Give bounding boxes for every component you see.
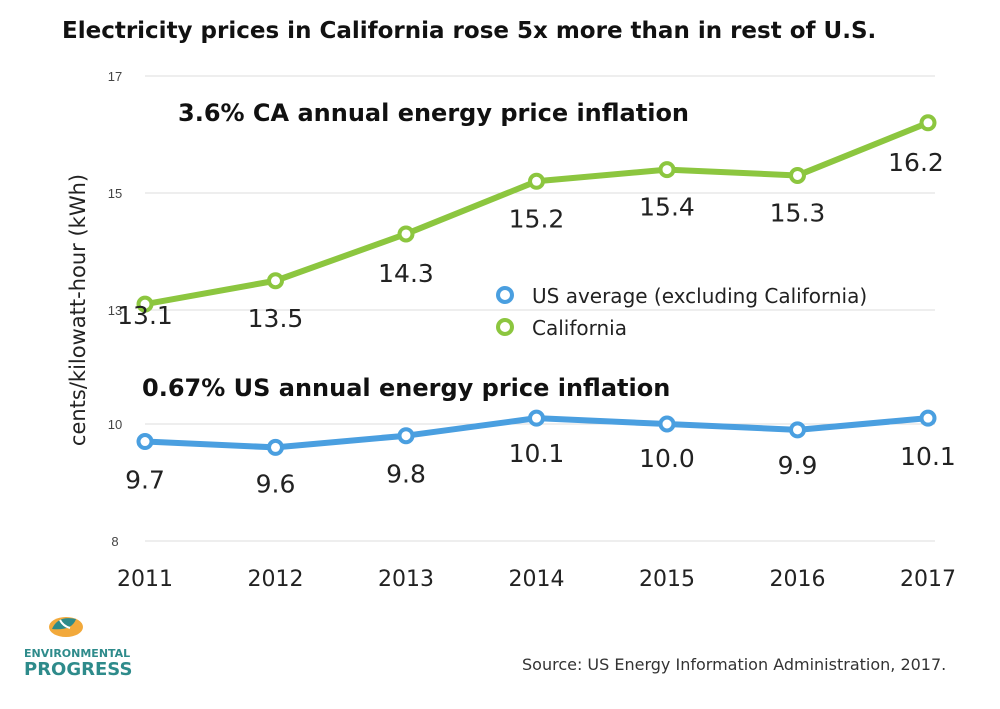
legend-label-us: US average (excluding California): [532, 284, 867, 308]
data-point-us-average-excluding-california: [267, 438, 284, 456]
data-point-california: [528, 172, 545, 190]
data-label-us-average-excluding-california: 9.7: [125, 466, 165, 495]
data-point-california: [919, 114, 937, 132]
data-label-california: 16.2: [888, 148, 944, 177]
data-label-us-average-excluding-california: 9.9: [778, 451, 818, 480]
y-tick-label: 13: [108, 303, 122, 318]
x-tick-label: 2015: [639, 567, 695, 592]
logo-line-1: ENVIRONMENTAL: [24, 647, 130, 660]
data-point-california: [397, 225, 415, 243]
y-tick-label: 10: [108, 417, 122, 432]
data-label-california: 15.3: [770, 198, 826, 227]
y-axis-label: cents/kilowatt-hour (kWh): [66, 174, 90, 446]
x-axis-ticks: 2011 2012 2013 2014 2015 2016 2017: [117, 567, 956, 592]
source-note: Source: US Energy Information Administra…: [522, 655, 946, 674]
x-tick-label: 2016: [770, 567, 826, 592]
x-tick-label: 2017: [900, 567, 956, 592]
data-point-us-average-excluding-california: [528, 409, 545, 427]
ep-leaf-logo-icon: [49, 617, 83, 637]
data-point-us-average-excluding-california: [789, 421, 806, 439]
legend-marker-california: [496, 318, 514, 336]
data-label-us-average-excluding-california: 10.1: [509, 439, 565, 468]
legend-label-california: California: [532, 316, 627, 340]
data-label-california: 14.3: [378, 259, 434, 288]
y-tick-label: 17: [108, 69, 122, 84]
data-point-california: [267, 272, 284, 290]
x-tick-label: 2012: [248, 567, 304, 592]
y-tick-label: 8: [111, 534, 118, 549]
legend-marker-us: [496, 286, 514, 304]
california-annotation: 3.6% CA annual energy price inflation: [178, 99, 689, 127]
legend: US average (excluding California) Califo…: [496, 284, 867, 340]
data-point-us-average-excluding-california: [136, 433, 154, 451]
us-annotation: 0.67% US annual energy price inflation: [142, 374, 670, 402]
logo-line-2: PROGRESS: [24, 659, 132, 680]
data-label-california: 15.4: [639, 193, 695, 222]
data-point-california: [658, 161, 676, 179]
data-label-us-average-excluding-california: 10.1: [900, 442, 956, 471]
series-layer: 13.1 13.5 14.3 15.2 15.4 15.3 16.2 9.7 9.6 9.8 10.…: [117, 114, 956, 498]
x-tick-label: 2013: [378, 567, 434, 592]
x-tick-label: 2011: [117, 567, 173, 592]
data-point-california: [789, 166, 806, 184]
data-label-california: 15.2: [509, 204, 565, 233]
data-point-us-average-excluding-california: [397, 427, 415, 445]
data-label-california: 13.5: [248, 304, 304, 333]
data-point-us-average-excluding-california: [919, 409, 937, 427]
data-label-us-average-excluding-california: 9.8: [386, 460, 426, 489]
data-label-us-average-excluding-california: 9.6: [256, 469, 296, 498]
x-tick-label: 2014: [509, 567, 565, 592]
y-axis-ticks: 17 15 13 10 8: [108, 69, 122, 549]
data-label-us-average-excluding-california: 10.0: [639, 444, 695, 473]
data-label-california: 13.1: [117, 301, 173, 330]
data-point-california: [136, 295, 154, 313]
data-point-us-average-excluding-california: [658, 415, 676, 433]
chart-title: Electricity prices in California rose 5x…: [62, 18, 876, 44]
y-tick-label: 15: [108, 186, 122, 201]
